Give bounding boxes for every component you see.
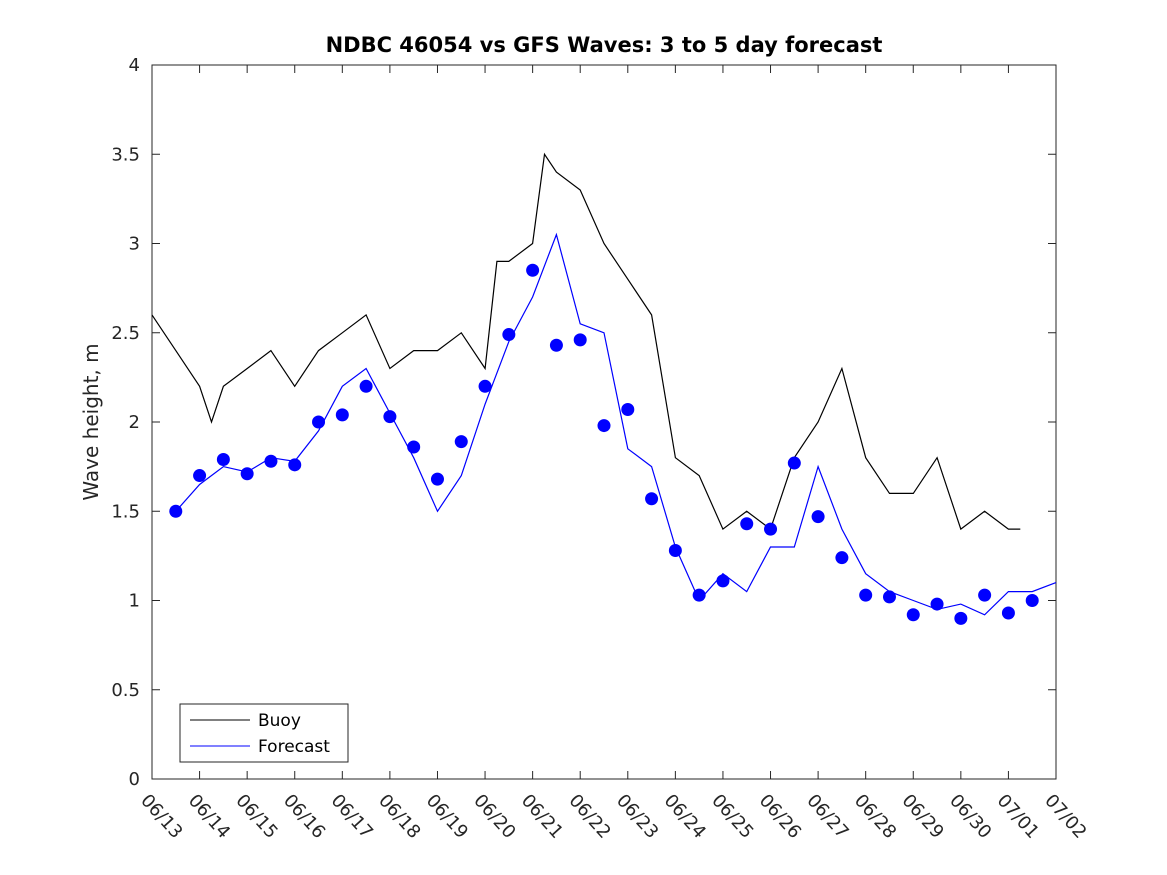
y-tick-label: 4: [129, 55, 140, 76]
x-tick-label: 06/20: [469, 790, 519, 843]
forecast-point: [240, 467, 254, 481]
forecast-point: [716, 574, 730, 588]
x-tick-label: 06/30: [945, 790, 995, 843]
forecast-point: [312, 415, 326, 429]
x-tick-label: 06/13: [136, 790, 186, 843]
legend-box: [179, 703, 349, 763]
forecast-markers: [169, 263, 1039, 625]
forecast-point: [383, 410, 397, 424]
x-tick-label: 06/21: [517, 790, 567, 843]
forecast-point: [645, 492, 659, 506]
forecast-point: [740, 517, 754, 531]
forecast-point: [835, 551, 849, 565]
forecast-point: [573, 333, 587, 347]
x-tick-label: 06/18: [374, 790, 424, 843]
forecast-point: [692, 588, 706, 602]
forecast-point: [407, 440, 421, 454]
forecast-point: [549, 338, 563, 352]
forecast-point: [264, 454, 278, 468]
y-axis: 0 0.5 1 1.5 2 2.5 3 3.5 4: [111, 55, 1056, 790]
x-tick-label: 06/27: [802, 790, 852, 843]
forecast-point: [764, 522, 778, 536]
forecast-point: [430, 472, 444, 486]
x-tick-label: 06/15: [231, 790, 281, 843]
forecast-point: [1001, 606, 1015, 620]
forecast-point: [978, 588, 992, 602]
chart-title: NDBC 46054 vs GFS Waves: 3 to 5 day fore…: [326, 33, 883, 57]
legend-buoy-label: Buoy: [258, 711, 301, 731]
x-tick-label: 06/26: [755, 790, 805, 843]
x-tick-label: 06/14: [184, 790, 234, 843]
forecast-point: [193, 469, 207, 483]
x-tick-label: 06/16: [279, 790, 329, 843]
forecast-point: [668, 544, 682, 558]
forecast-point: [478, 379, 492, 393]
forecast-point: [859, 588, 873, 602]
forecast-point: [930, 597, 944, 611]
forecast-point: [502, 328, 516, 342]
forecast-point: [526, 263, 540, 277]
forecast-point: [597, 419, 611, 433]
x-tick-label: 06/23: [612, 790, 662, 843]
forecast-point: [454, 435, 468, 449]
forecast-point: [811, 510, 825, 524]
forecast-point: [169, 504, 183, 518]
x-tick-label: 07/01: [993, 790, 1043, 843]
forecast-point: [882, 590, 896, 604]
y-tick-label: 2.5: [111, 323, 140, 344]
forecast-point: [359, 379, 373, 393]
x-tick-label: 06/22: [564, 790, 614, 843]
x-tick-label: 06/19: [422, 790, 472, 843]
x-tick-label: 06/25: [707, 790, 757, 843]
forecast-point: [1025, 594, 1039, 607]
forecast-point: [335, 408, 349, 422]
forecast-point: [288, 458, 302, 472]
y-tick-label: 0.5: [111, 680, 140, 701]
y-tick-label: 1.5: [111, 501, 140, 522]
y-tick-label: 3: [129, 234, 140, 255]
buoy-line: [151, 152, 1021, 531]
forecast-point: [906, 608, 920, 622]
x-tick-label: 06/24: [660, 790, 710, 843]
x-tick-label: 06/17: [327, 790, 377, 843]
x-tick-label: 06/29: [898, 790, 948, 843]
y-tick-label: 0: [129, 769, 140, 790]
legend: Buoy Forecast: [179, 703, 349, 763]
y-tick-label: 3.5: [111, 144, 140, 165]
y-tick-label: 2: [129, 412, 140, 433]
forecast-point: [787, 456, 801, 470]
y-tick-label: 1: [129, 591, 140, 612]
forecast-point: [216, 452, 230, 466]
x-tick-label: 07/02: [1040, 790, 1090, 843]
forecast-point: [954, 611, 968, 625]
buoy-series: [151, 152, 1021, 531]
forecast-point: [621, 403, 635, 417]
y-axis-label: Wave height, m: [79, 343, 103, 500]
x-tick-label: 06/28: [850, 790, 900, 843]
legend-forecast-label: Forecast: [258, 737, 330, 757]
